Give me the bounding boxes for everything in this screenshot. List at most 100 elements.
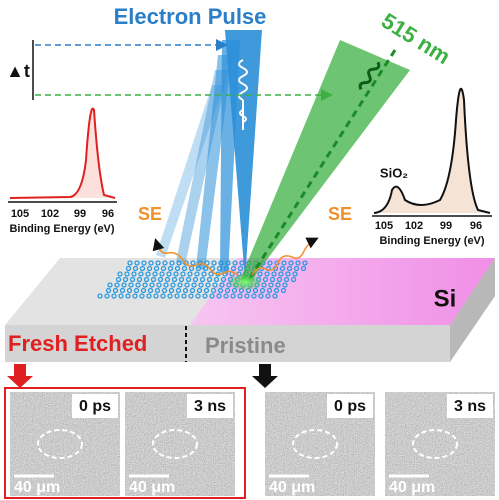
lattice-site — [121, 282, 127, 288]
region-outline — [412, 429, 458, 459]
lattice-site — [205, 282, 211, 288]
tick-label: 96 — [102, 208, 114, 220]
lattice-site — [280, 287, 287, 294]
lattice-site — [128, 282, 134, 288]
lattice-site — [174, 293, 180, 299]
lattice-site — [168, 287, 175, 294]
lattice-site — [292, 271, 298, 277]
lattice-site — [198, 282, 204, 288]
time-label: 0 ps — [334, 398, 366, 415]
lattice-site — [295, 260, 301, 266]
lattice-site — [132, 265, 139, 272]
lattice-site — [160, 293, 166, 299]
lattice-site — [181, 265, 188, 272]
lattice-site — [104, 293, 110, 299]
scale-label: 40 μm — [389, 479, 435, 496]
spectrum-right: SiO₂ 105 102 99 96 Binding Energy (eV) — [372, 87, 492, 247]
lattice-site — [208, 271, 214, 277]
lattice-site — [124, 271, 130, 277]
lattice-site — [184, 282, 190, 288]
axis-label: Binding Energy (eV) — [379, 235, 484, 247]
lattice-site — [281, 260, 287, 266]
lattice-site — [203, 287, 210, 294]
lattice-site — [153, 293, 159, 299]
lattice-site — [282, 282, 288, 288]
peak-label: SiO₂ — [380, 165, 408, 180]
lattice-site — [163, 282, 169, 288]
lattice-site — [156, 282, 162, 288]
lattice-site — [252, 287, 259, 294]
lattice-site — [125, 265, 132, 272]
tick-label: 99 — [74, 208, 86, 220]
lattice-site — [190, 260, 196, 266]
images: 0 ps 40 μm 3 ns 40 μm 0 ps 40 μm 3 ns 40 μm — [10, 392, 495, 496]
lattice-site — [142, 282, 148, 288]
lattice-site — [195, 293, 201, 299]
tick-label: 99 — [440, 220, 452, 232]
lattice-site — [231, 287, 238, 294]
lattice-site — [273, 287, 280, 294]
scale-label: 40 μm — [14, 479, 60, 496]
lattice-site — [132, 293, 138, 299]
region-outline — [152, 429, 198, 459]
lattice-site — [262, 276, 269, 283]
laser-axis — [248, 49, 397, 279]
time-box — [72, 394, 118, 418]
lattice-site — [174, 265, 181, 272]
lattice-site — [143, 276, 150, 283]
lattice-site — [265, 293, 271, 299]
lattice-site — [217, 287, 224, 294]
lattice-site — [187, 271, 193, 277]
lattice-site — [192, 276, 199, 283]
lattice-site — [131, 271, 137, 277]
arrow — [7, 364, 33, 388]
region-label: Pristine — [205, 333, 286, 358]
lattice-site — [140, 287, 147, 294]
se-label: SE — [328, 204, 352, 224]
lattice-site — [216, 293, 222, 299]
lattice-site — [237, 293, 243, 299]
lattice-site — [117, 271, 123, 277]
lattice-site — [212, 282, 218, 288]
lattice-site — [115, 276, 122, 283]
lattice-site — [210, 287, 217, 294]
lattice-site — [97, 293, 103, 299]
lattice-site — [146, 265, 153, 272]
lattice-site — [118, 293, 124, 299]
lattice-site — [160, 265, 167, 272]
lattice-site — [170, 282, 176, 288]
lattice-site — [276, 276, 283, 283]
tick-label: 105 — [11, 208, 29, 220]
slab-side — [450, 258, 495, 362]
lattice-site — [201, 271, 207, 277]
lattice-site — [157, 276, 164, 283]
lattice-site — [153, 265, 160, 272]
time-label: 3 ns — [194, 398, 226, 415]
lattice-site — [148, 260, 154, 266]
scale-label: 40 μm — [269, 479, 315, 496]
lattice-site — [266, 287, 273, 294]
lattice-site — [182, 287, 189, 294]
se-path — [251, 237, 319, 276]
time-label: 3 ns — [454, 398, 486, 415]
time-box — [187, 394, 233, 418]
lattice-site — [119, 287, 126, 294]
lattice-site — [264, 271, 270, 277]
lattice-site — [139, 265, 146, 272]
lattice-site — [258, 293, 264, 299]
lattice-site — [129, 276, 136, 283]
lattice-site — [112, 287, 119, 294]
lattice-site — [251, 293, 257, 299]
lattice-site — [272, 293, 278, 299]
lattice-site — [150, 276, 157, 283]
lattice-site — [134, 260, 140, 266]
lattice-site — [145, 271, 151, 277]
lattice-site — [213, 276, 220, 283]
lattice-site — [114, 282, 120, 288]
lattice-site — [259, 287, 266, 294]
lattice-site — [230, 293, 236, 299]
lattice-site — [166, 271, 172, 277]
tick-label: 105 — [375, 220, 393, 232]
lattice-site — [206, 276, 213, 283]
